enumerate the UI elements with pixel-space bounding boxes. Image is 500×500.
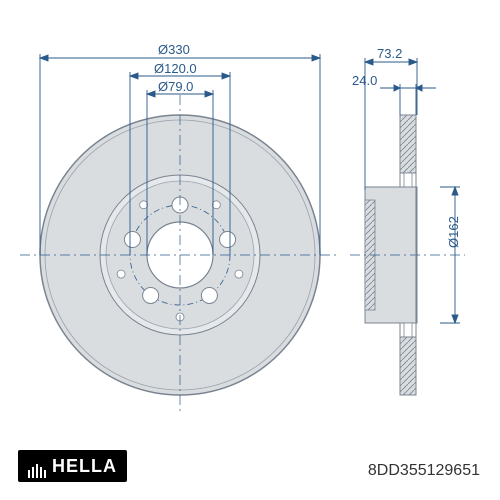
front-view <box>20 95 340 415</box>
side-view <box>350 115 465 395</box>
dim-overall-width: 73.2 <box>377 46 402 61</box>
dim-hub: Ø79.0 <box>158 79 193 94</box>
dim-disc-thickness: 24.0 <box>352 73 377 88</box>
dim-outer-diameter: Ø330 <box>158 42 190 57</box>
brand-name: HELLA <box>52 456 117 476</box>
dim-pcd: Ø120.0 <box>154 61 197 76</box>
brand-logo: HELLA <box>18 450 127 482</box>
dim-hat-diameter: Ø162 <box>446 216 461 248</box>
part-number: 8DD355129651 <box>368 462 480 480</box>
